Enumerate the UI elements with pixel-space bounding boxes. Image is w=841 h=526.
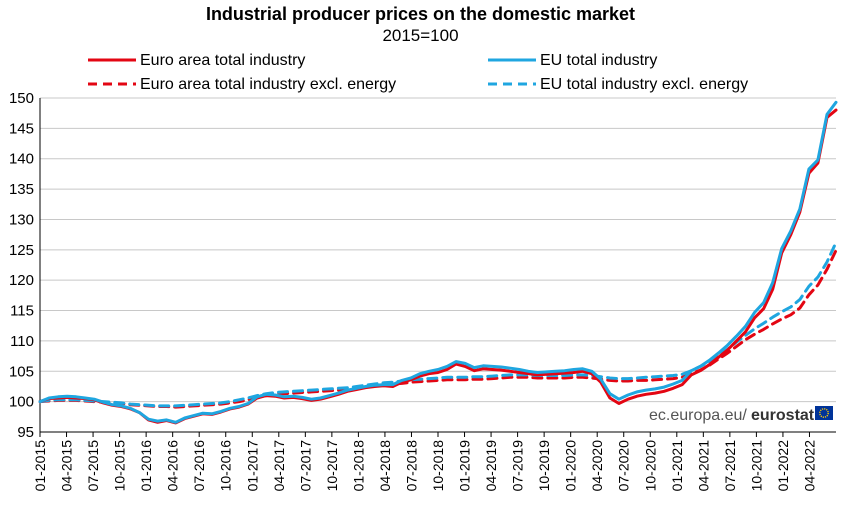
- source-credit: ec.europa.eu/ eurostat: [649, 406, 833, 424]
- y-tick-label: 145: [9, 120, 34, 137]
- series-line: [38, 108, 838, 425]
- x-tick-label: 01-2018: [350, 440, 366, 492]
- x-tick-label: 07-2016: [191, 440, 207, 492]
- series-line: [38, 248, 838, 409]
- gridlines: [39, 97, 836, 433]
- y-tick-label: 100: [9, 394, 34, 411]
- series-line: [38, 100, 838, 424]
- y-tick-label: 120: [9, 272, 34, 289]
- x-tick-label: 04-2018: [377, 440, 393, 492]
- y-tick-label: 150: [9, 90, 34, 107]
- x-tick-label: 07-2020: [616, 440, 632, 492]
- legend-label: Euro area total industry: [140, 52, 305, 69]
- y-tick-label: 130: [9, 211, 34, 228]
- chart-subtitle: 2015=100: [382, 26, 459, 45]
- source-brand: eurostat: [751, 407, 815, 424]
- x-tick-label: 04-2015: [59, 440, 75, 492]
- x-tick-label: 01-2021: [669, 440, 685, 492]
- y-tick-label: 95: [17, 424, 34, 441]
- y-axis-ticks: 95 100 105 110 115 120 125 130 135 140 145 150: [9, 90, 34, 441]
- x-tick-label: 10-2019: [536, 440, 552, 492]
- x-tick-label: 01-2015: [32, 440, 48, 492]
- x-tick-label: 01-2019: [457, 440, 473, 492]
- x-tick-label: 04-2019: [483, 440, 499, 492]
- y-tick-label: 140: [9, 151, 34, 168]
- x-tick-label: 07-2018: [403, 440, 419, 492]
- y-tick-label: 115: [10, 303, 34, 320]
- y-tick-label: 105: [9, 363, 34, 380]
- y-tick-label: 125: [9, 242, 34, 259]
- x-tick-label: 07-2017: [297, 440, 313, 492]
- x-tick-label: 04-2022: [801, 440, 817, 492]
- x-tick-label: 01-2022: [775, 440, 791, 492]
- x-tick-label: 07-2021: [722, 440, 738, 492]
- x-tick-label: 10-2015: [112, 440, 128, 492]
- x-tick-label: 01-2020: [563, 440, 579, 492]
- source-url: ec.europa.eu/: [649, 407, 747, 424]
- x-tick-label: 04-2021: [695, 440, 711, 492]
- y-tick-label: 110: [10, 333, 34, 350]
- chart-title: Industrial producer prices on the domest…: [205, 4, 636, 24]
- series-lines: [38, 100, 838, 425]
- x-tick-label: 01-2017: [244, 440, 260, 492]
- x-tick-label: 10-2016: [218, 440, 234, 492]
- eu-flag-icon: [815, 406, 833, 420]
- x-tick-label: 10-2017: [324, 440, 340, 492]
- x-axis-ticks: 01-2015 04-2015 07-2015 10-2015 01-2016 04-20…: [32, 432, 817, 491]
- legend-label: EU total industry: [540, 52, 657, 69]
- x-tick-label: 10-2021: [748, 440, 764, 492]
- x-tick-label: 07-2015: [85, 440, 101, 492]
- x-tick-label: 04-2020: [589, 440, 605, 492]
- legend-label: EU total industry excl. energy: [540, 76, 748, 93]
- x-tick-label: 10-2020: [642, 440, 658, 492]
- legend: Euro area total industry EU total industr…: [88, 52, 748, 93]
- y-tick-label: 135: [9, 181, 34, 198]
- x-tick-label: 01-2016: [138, 440, 154, 492]
- x-tick-label: 07-2019: [510, 440, 526, 492]
- x-tick-label: 04-2017: [271, 440, 287, 492]
- legend-label: Euro area total industry excl. energy: [140, 76, 396, 93]
- x-tick-label: 10-2018: [430, 440, 446, 492]
- x-tick-label: 04-2016: [165, 440, 181, 492]
